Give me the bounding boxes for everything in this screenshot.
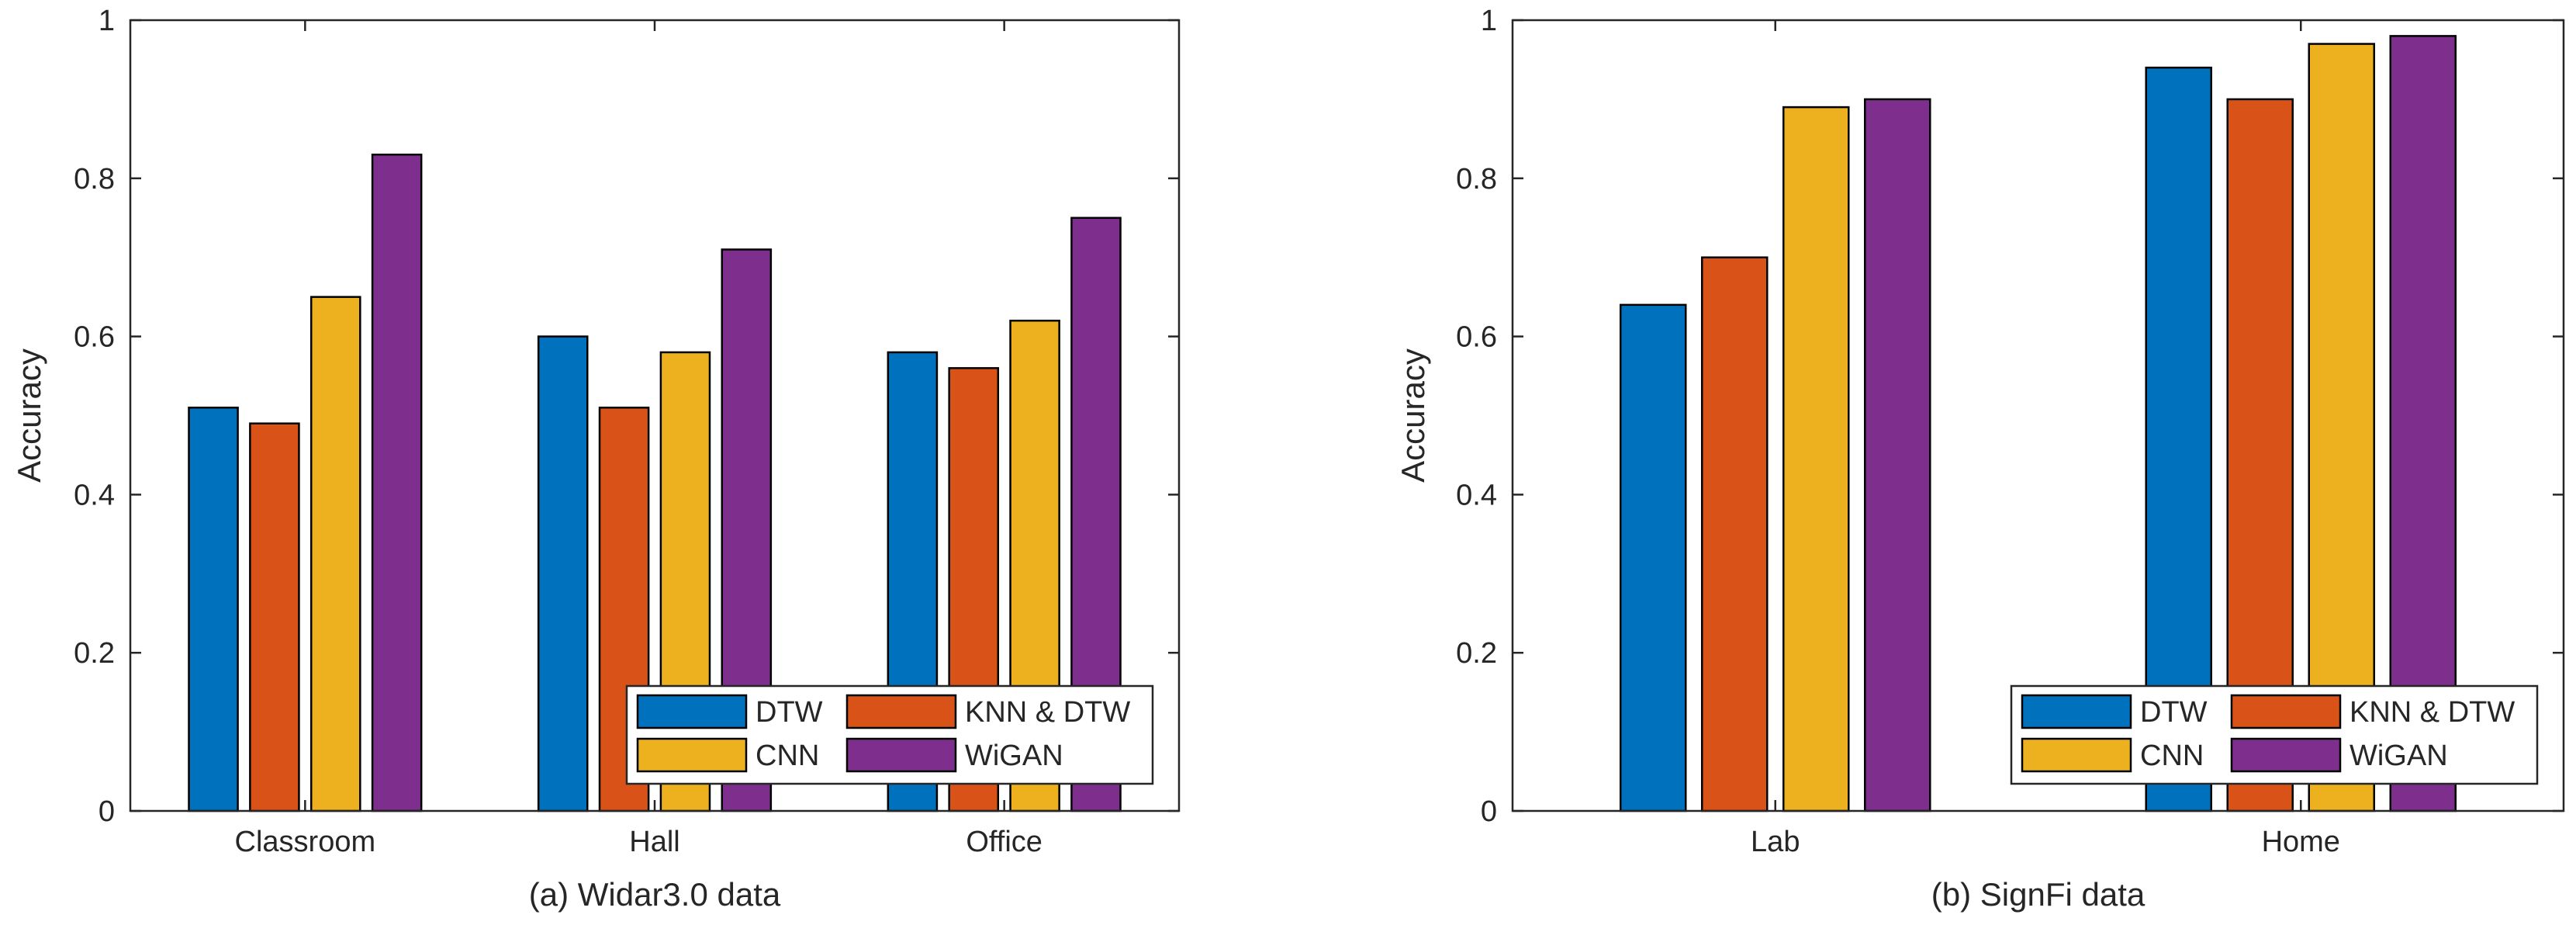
bar-dtw-hall xyxy=(537,335,589,812)
bar-wigan-lab xyxy=(1864,98,1931,812)
legend-label: DTW xyxy=(756,696,823,729)
legend-swatch xyxy=(2230,694,2342,729)
bar-cnn-lab xyxy=(1782,106,1850,812)
legend-swatch xyxy=(845,694,957,729)
y-tick-label: 0.6 xyxy=(1456,321,1497,354)
legend-label: KNN & DTW xyxy=(965,696,1130,729)
y-axis-label: Accuracy xyxy=(1395,348,1431,483)
legend-label: CNN xyxy=(756,740,819,772)
legend-label: KNN & DTW xyxy=(2350,696,2515,729)
legend-swatch xyxy=(2021,737,2132,773)
y-tick-label: 1 xyxy=(1481,5,1497,37)
y-tick-label: 0.2 xyxy=(74,637,115,670)
legend-label: WiGAN xyxy=(2350,740,2448,772)
legend-swatch xyxy=(2230,737,2342,773)
chart-panel-2: 0 0.2 0.4 0.6 0.8 1 Lab Home Accuracy (b) SignFi … xyxy=(1395,5,2565,913)
y-tick-label: 0.6 xyxy=(74,321,115,354)
chart-caption: (b) SignFi data xyxy=(1931,876,2146,913)
legend-swatch xyxy=(636,737,748,773)
chart-caption: (a) Widar3.0 data xyxy=(529,876,781,913)
y-tick-label: 0.8 xyxy=(1456,163,1497,196)
bar-cnn-classroom xyxy=(309,296,361,812)
x-tick-label: Lab xyxy=(1751,826,1800,858)
plot-area xyxy=(130,20,1179,811)
y-tick-label: 0.4 xyxy=(1456,479,1497,511)
legend-label: DTW xyxy=(2140,696,2208,729)
legend-swatch xyxy=(636,694,748,729)
chart-panel-1: 0 0.2 0.4 0.6 0.8 1 Classroom Hall Office Accurac… xyxy=(11,5,1181,913)
y-tick-label: 0 xyxy=(1481,795,1497,828)
legend-label: CNN xyxy=(2140,740,2204,772)
legend-swatch xyxy=(845,737,957,773)
legend: DTW KNN & DTW CNN WiGAN xyxy=(2010,684,2539,785)
bar-dtw-classroom xyxy=(188,407,239,812)
y-tick-label: 0.4 xyxy=(74,479,115,511)
bar-wigan-home xyxy=(2389,35,2457,812)
y-tick-label: 0.2 xyxy=(1456,637,1497,670)
bar-knn-dtw-classroom xyxy=(249,422,300,812)
plot-area xyxy=(1513,20,2564,811)
legend-label: WiGAN xyxy=(965,740,1063,772)
x-tick-label: Home xyxy=(2262,826,2340,858)
y-tick-label: 1 xyxy=(99,5,115,37)
x-tick-label: Classroom xyxy=(235,826,376,858)
legend-swatch xyxy=(2021,694,2132,729)
bar-dtw-lab xyxy=(1619,303,1687,812)
bar-cnn-home xyxy=(2308,43,2376,812)
y-axis-label: Accuracy xyxy=(11,348,47,483)
legend: DTW KNN & DTW CNN WiGAN xyxy=(625,684,1154,785)
axes-box xyxy=(1511,19,2565,812)
x-tick-label: Office xyxy=(966,826,1043,858)
y-tick-label: 0.8 xyxy=(74,163,115,196)
bar-knn-dtw-lab xyxy=(1700,256,1769,812)
x-tick-label: Hall xyxy=(629,826,679,858)
y-tick-label: 0 xyxy=(99,795,115,828)
bar-wigan-classroom xyxy=(371,153,423,812)
